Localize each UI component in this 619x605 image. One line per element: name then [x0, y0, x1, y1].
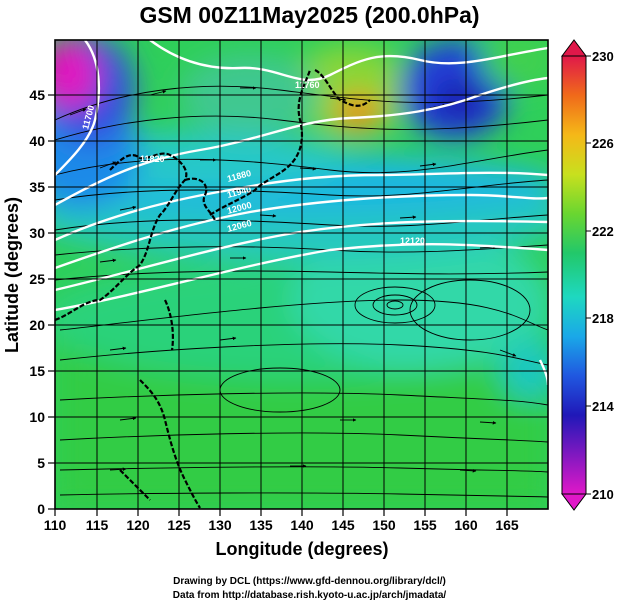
- lat-lon-grid: [55, 40, 548, 509]
- colorbar-label: 218: [592, 311, 614, 326]
- x-tick-label: 150: [372, 517, 396, 533]
- y-tick-label: 40: [29, 133, 45, 149]
- y-tick-label: 15: [29, 363, 45, 379]
- y-tick-label: 35: [29, 179, 45, 195]
- y-axis-label: Latitude (degrees): [2, 197, 22, 353]
- x-tick-label: 115: [86, 517, 109, 533]
- y-tick-label: 30: [29, 225, 45, 241]
- x-tick-label: 145: [331, 517, 355, 533]
- colorbar-label: 222: [592, 224, 614, 239]
- colorbar-scale: [561, 55, 587, 495]
- credit-data: Data from http://database.rish.kyoto-u.a…: [172, 590, 447, 601]
- axis-ticks: [48, 94, 508, 516]
- contour-label: 12120: [400, 236, 425, 246]
- x-tick-label: 165: [495, 517, 519, 533]
- contour-label: 11760: [295, 80, 320, 90]
- x-tick-label: 125: [167, 517, 191, 533]
- y-tick-label: 10: [29, 409, 45, 425]
- colorbar-label: 230: [592, 49, 614, 64]
- y-tick-label: 5: [37, 455, 45, 471]
- colorbar-label: 210: [592, 487, 614, 502]
- x-axis-label: Longitude (degrees): [215, 539, 388, 559]
- x-tick-label: 160: [454, 517, 478, 533]
- colorbar-top-arrow: [561, 39, 587, 57]
- x-tick-label: 155: [413, 517, 437, 533]
- x-tick-label: 120: [126, 517, 150, 533]
- x-tick-label: 130: [208, 517, 232, 533]
- x-tick-label: 135: [249, 517, 273, 533]
- colorbar: 230 226 222 218 214 210: [561, 39, 614, 511]
- contour-label: 11820: [140, 154, 165, 164]
- x-tick-labels: 110 115 120 125 130 135 140 145 150 155 …: [44, 517, 519, 533]
- colorbar-label: 214: [592, 399, 614, 414]
- x-tick-label: 140: [290, 517, 314, 533]
- x-tick-label: 110: [44, 517, 67, 533]
- y-tick-label: 45: [29, 87, 45, 103]
- colorbar-label: 226: [592, 136, 614, 151]
- colorbar-bottom-arrow: [561, 493, 587, 511]
- credit-drawing: Drawing by DCL (https://www.gfd-dennou.o…: [173, 576, 446, 587]
- y-tick-label: 0: [37, 501, 45, 517]
- coastlines: [55, 69, 371, 509]
- y-tick-label: 20: [29, 317, 45, 333]
- y-tick-labels: 0 5 10 15 20 25 30 35 40 45: [29, 87, 45, 517]
- chart-title: GSM 00Z11May2025 (200.0hPa): [139, 2, 480, 28]
- y-tick-label: 25: [29, 271, 45, 287]
